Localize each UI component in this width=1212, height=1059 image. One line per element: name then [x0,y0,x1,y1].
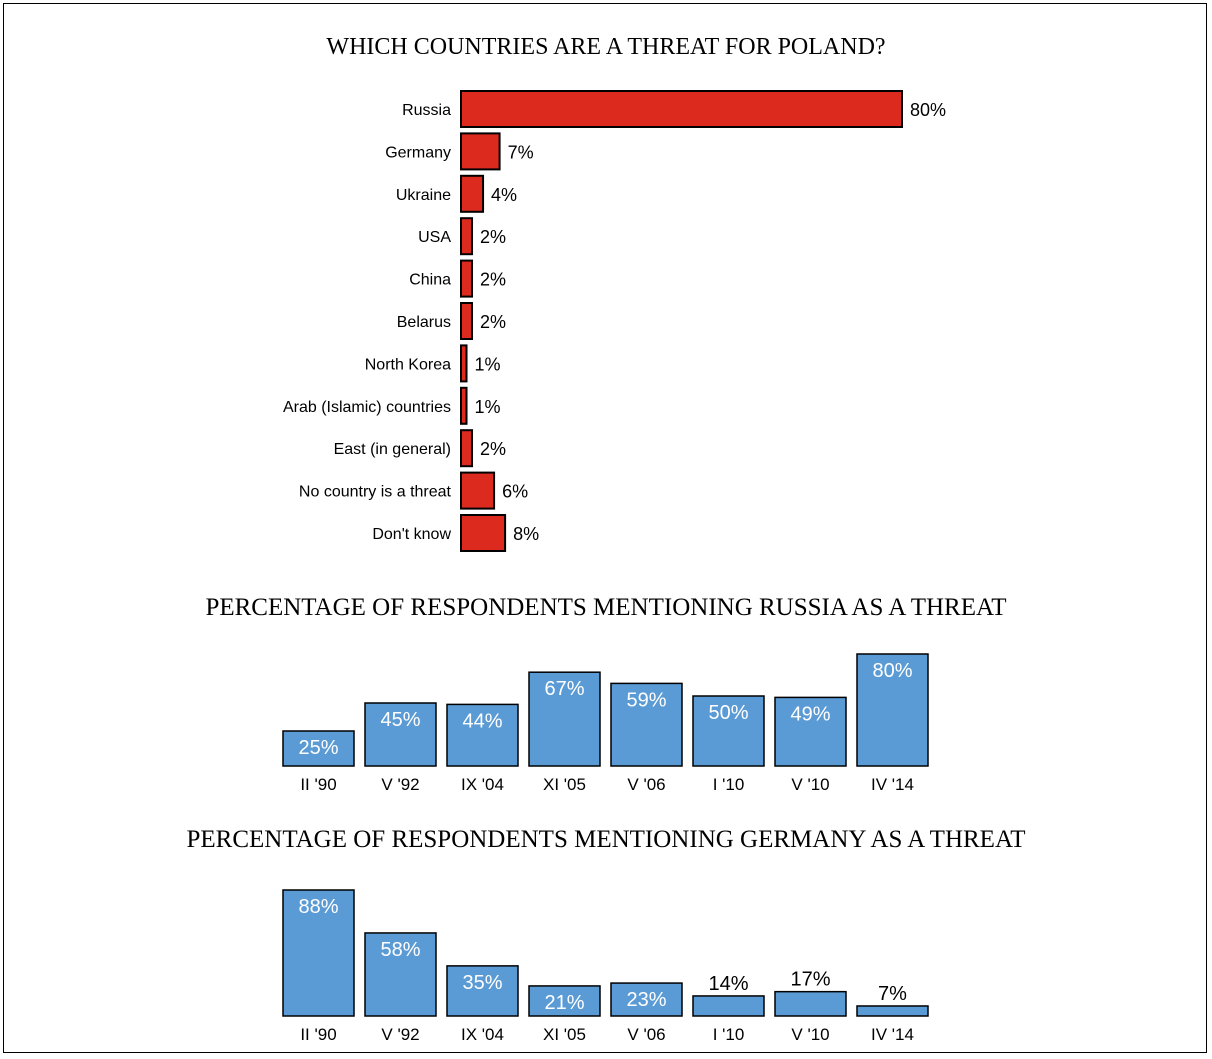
category-label-usa: USA [418,229,451,246]
category-label-russia-ix-04: IX '04 [461,775,504,794]
bar-don-t-know [460,514,507,552]
category-label-russia-v-06: V '06 [627,775,665,794]
bar-germany-ii-90 [282,889,355,1017]
bar-russia-ix-04 [446,703,519,767]
category-label-germany-ix-04: IX '04 [461,1025,504,1044]
value-label-russia-v-92: 45% [380,709,420,731]
value-label-russia-xi-05: 67% [544,678,584,700]
value-label-usa: 2% [480,227,506,247]
bar-ukraine [460,174,485,213]
category-label-germany-v-06: V '06 [627,1025,665,1044]
bar-germany [460,132,501,171]
category-label-belarus: Belarus [397,314,451,331]
category-label-arab-islamic-countries: Arab (Islamic) countries [283,399,451,416]
bar-germany-ix-04 [446,965,519,1017]
value-label-no-country-is-a-threat: 6% [502,482,528,502]
category-label-china: China [409,272,451,289]
value-label-germany-i-10: 14% [708,973,748,995]
bar-germany-iv-14 [856,1005,929,1017]
category-label-russia-xi-05: XI '05 [543,775,586,794]
value-label-russia-i-10: 50% [708,702,748,724]
bar-usa [460,217,474,256]
bar-east-in-general [460,429,474,468]
bar-germany-v-92 [364,932,437,1017]
category-label-germany-i-10: I '10 [713,1025,745,1044]
category-label-germany-v-10: V '10 [791,1025,829,1044]
category-label-russia-v-10: V '10 [791,775,829,794]
value-label-russia: 80% [910,100,946,120]
figure-frame [3,3,1207,1053]
value-label-germany-v-92: 58% [380,939,420,961]
value-label-germany-iv-14: 7% [878,983,907,1005]
category-label-germany-iv-14: IV '14 [871,1025,914,1044]
value-label-germany-xi-05: 21% [544,992,584,1014]
category-label-russia-ii-90: II '90 [300,775,336,794]
category-label-russia-i-10: I '10 [713,775,745,794]
chart-title-countries: WHICH COUNTRIES ARE A THREAT FOR POLAND? [326,34,886,60]
value-label-russia-v-06: 59% [626,689,666,711]
category-label-germany-v-92: V '92 [381,1025,419,1044]
category-label-russia-iv-14: IV '14 [871,775,914,794]
value-label-russia-ii-90: 25% [298,737,338,759]
bar-germany-i-10 [692,995,765,1017]
category-label-don-t-know: Don't know [372,526,451,543]
value-label-ukraine: 4% [491,185,517,205]
chart-title-germany: PERCENTAGE OF RESPONDENTS MENTIONING GER… [186,826,1026,853]
category-label-ukraine: Ukraine [396,187,451,204]
bar-no-country-is-a-threat [460,471,496,510]
bar-china [460,259,474,298]
bar-russia-ii-90 [282,730,355,767]
bar-north-korea [460,344,468,383]
bar-germany-xi-05 [528,985,601,1017]
bar-russia [460,90,903,128]
value-label-germany: 7% [508,142,534,162]
bar-russia-iv-14 [856,653,929,767]
category-label-no-country-is-a-threat: No country is a threat [299,484,452,501]
value-label-don-t-know: 8% [513,524,539,544]
value-label-east-in-general: 2% [480,439,506,459]
value-label-germany-ii-90: 88% [298,896,338,918]
value-label-north-korea: 1% [475,354,501,374]
value-label-arab-islamic-countries: 1% [475,397,501,417]
bar-russia-i-10 [692,695,765,767]
value-label-russia-ix-04: 44% [462,710,502,732]
value-label-germany-ix-04: 35% [462,972,502,994]
value-label-germany-v-10: 17% [790,969,830,991]
chart-title-russia: PERCENTAGE OF RESPONDENTS MENTIONING RUS… [205,594,1007,621]
category-label-east-in-general: East (in general) [334,441,451,458]
category-label-germany-xi-05: XI '05 [543,1025,586,1044]
bar-arab-islamic-countries [460,386,468,425]
category-label-russia-v-92: V '92 [381,775,419,794]
value-label-russia-v-10: 49% [790,703,830,725]
value-label-belarus: 2% [480,312,506,332]
value-label-russia-iv-14: 80% [872,660,912,682]
category-label-north-korea: North Korea [365,356,451,373]
category-label-russia: Russia [402,102,451,119]
bar-russia-xi-05 [528,671,601,767]
russia-trend-chart: 25% II '90 45% V '92 44% IX '04 67% XI '05 59% V … [282,653,929,794]
category-label-germany-ii-90: II '90 [300,1025,336,1044]
category-label-germany: Germany [385,144,451,161]
value-label-china: 2% [480,270,506,290]
bar-belarus [460,302,474,340]
bar-russia-v-10 [774,696,847,767]
bar-russia-v-06 [610,682,683,767]
bar-germany-v-06 [610,982,683,1017]
bar-germany-v-10 [774,990,847,1017]
bar-russia-v-92 [364,702,437,767]
value-label-germany-v-06: 23% [626,989,666,1011]
germany-trend-chart: 88% II '90 58% V '92 35% IX '04 21% XI '05 23% V … [282,889,929,1044]
countries-bar-chart: Russia 80% Germany 7% Ukraine 4% USA 2% China 2% B… [283,90,946,552]
